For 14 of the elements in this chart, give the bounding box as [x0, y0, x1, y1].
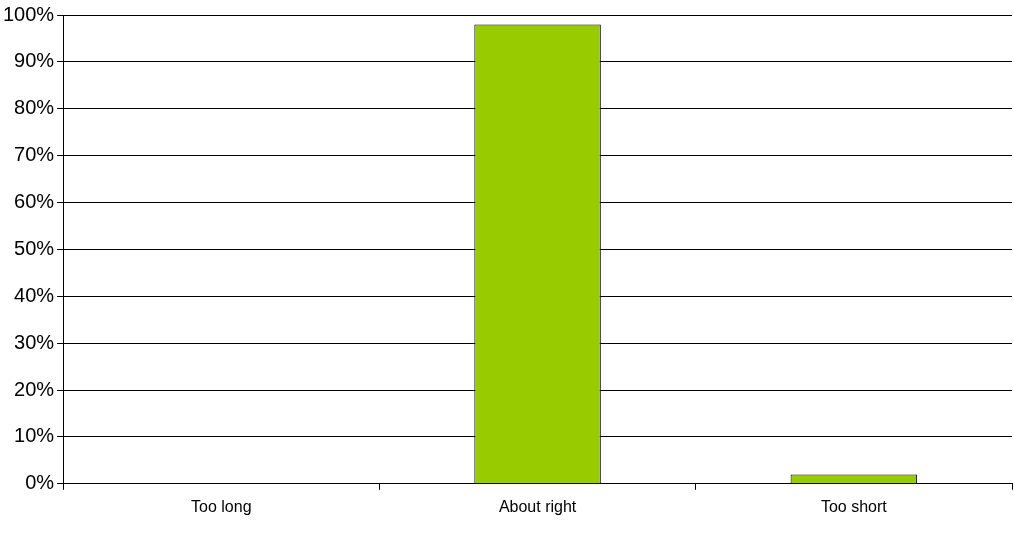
- y-tick-label: 10%: [14, 424, 55, 447]
- x-tick-label: Too long: [191, 497, 252, 515]
- y-tick-label: 30%: [14, 330, 55, 353]
- x-tick-label: Too short: [820, 497, 888, 515]
- x-tick-label: About right: [498, 497, 577, 515]
- y-tick-label: 70%: [14, 143, 55, 166]
- y-tick-label: 20%: [14, 377, 55, 400]
- y-tick-label: 50%: [14, 236, 55, 259]
- y-tick-label: 90%: [14, 49, 55, 72]
- y-tick-label: 0%: [25, 471, 55, 494]
- y-tick-label: 80%: [14, 96, 55, 119]
- y-tick-label: 60%: [14, 190, 55, 213]
- y-tick-label: 100%: [3, 2, 55, 25]
- y-tick-label: 40%: [14, 283, 55, 306]
